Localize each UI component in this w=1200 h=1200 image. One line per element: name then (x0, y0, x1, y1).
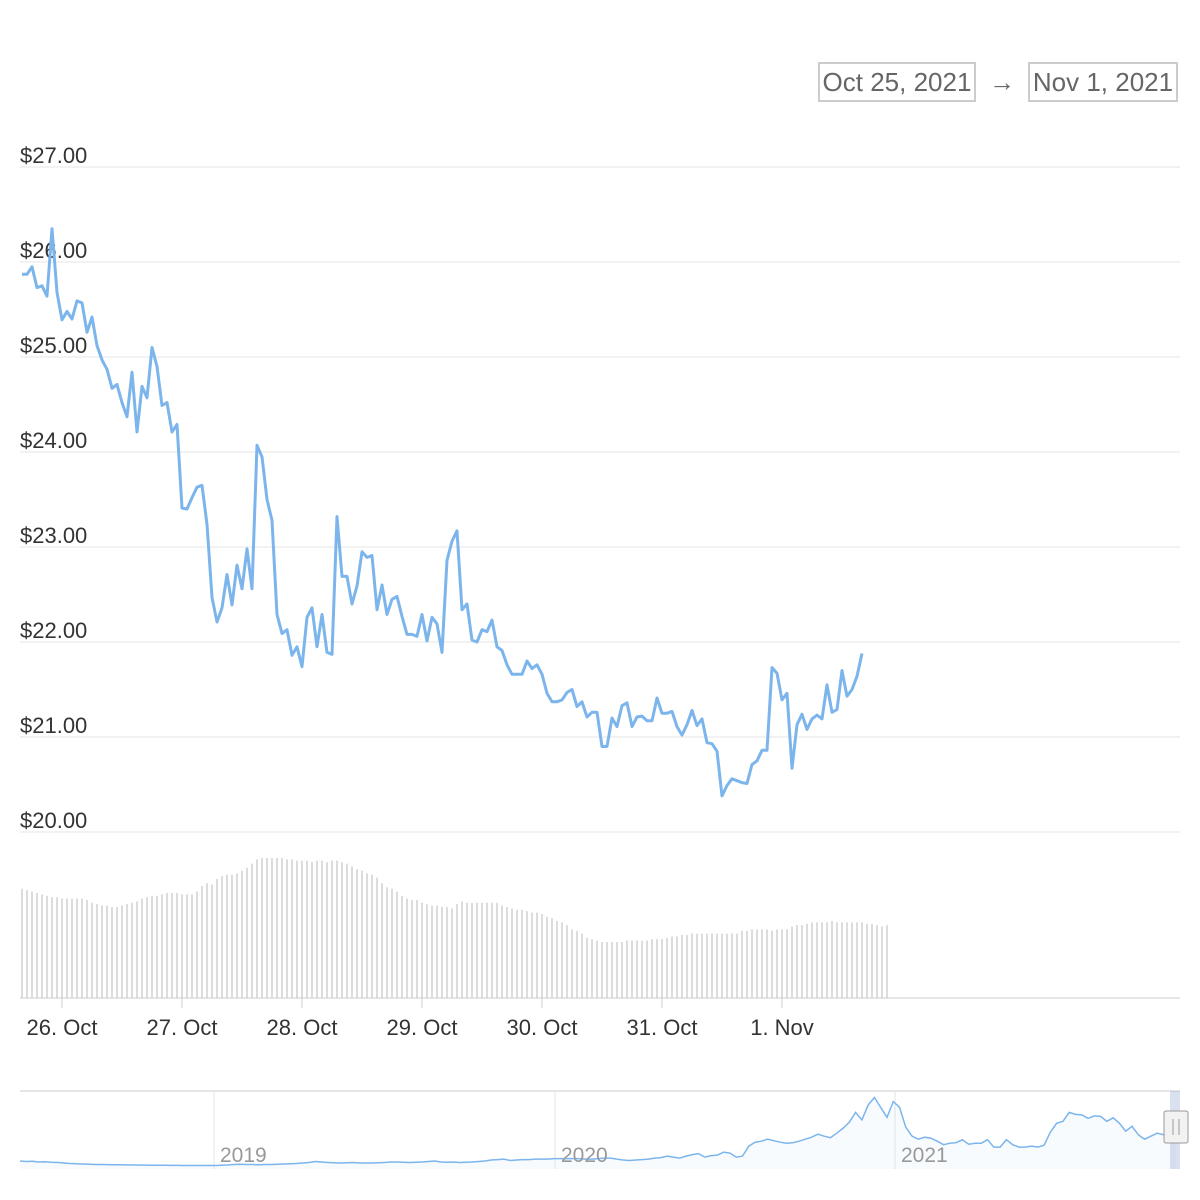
navigator-area (20, 1097, 1176, 1169)
navigator-labels: 2019 2020 2021 (220, 1144, 948, 1167)
navigator-year-label: 2021 (901, 1144, 948, 1167)
navigator[interactable]: 2019 2020 2021 (19, 1090, 1189, 1169)
y-tick-label: $23.00 (20, 523, 87, 548)
x-tick-label: 29. Oct (387, 1015, 458, 1040)
y-tick-label: $24.00 (20, 428, 87, 453)
navigator-year-label: 2019 (220, 1144, 267, 1167)
x-tick-label: 26. Oct (27, 1015, 98, 1040)
navigator-handle-icon[interactable] (1163, 1110, 1189, 1144)
range-to-input[interactable]: Nov 1, 2021 (1028, 62, 1178, 102)
x-tick-label: 27. Oct (147, 1015, 218, 1040)
y-tick-label: $27.00 (20, 143, 87, 168)
navigator-year-label: 2020 (561, 1144, 608, 1167)
price-series-line[interactable] (22, 227, 864, 798)
navigator-series-line (19, 1096, 1177, 1167)
x-tick-label: 30. Oct (507, 1015, 578, 1040)
navigator-frame (20, 1091, 1180, 1169)
x-tick-label: 1. Nov (750, 1015, 814, 1040)
y-tick-label: $20.00 (20, 808, 87, 833)
y-grid (20, 166, 1180, 833)
x-tick-label: 31. Oct (627, 1015, 698, 1040)
range-from-input[interactable]: Oct 25, 2021 (818, 62, 976, 102)
x-axis-labels: 26. Oct 27. Oct 28. Oct 29. Oct 30. Oct 31. O… (27, 998, 814, 1040)
y-tick-label: $25.00 (20, 333, 87, 358)
range-arrow-icon: → (989, 67, 1015, 97)
y-tick-label: $21.00 (20, 713, 87, 738)
x-tick-label: 28. Oct (267, 1015, 338, 1040)
volume-bars (21, 858, 888, 998)
y-tick-label: $22.00 (20, 618, 87, 643)
